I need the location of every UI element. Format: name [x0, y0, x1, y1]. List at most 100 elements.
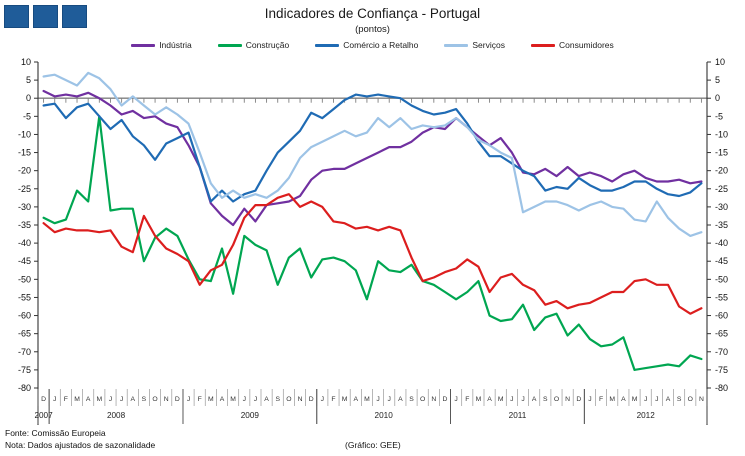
y-tick-label-right: 0	[715, 93, 720, 103]
month-label: M	[609, 396, 615, 403]
month-label: J	[454, 396, 457, 403]
month-label: D	[309, 396, 314, 403]
month-label: N	[298, 396, 303, 403]
month-label: F	[64, 396, 68, 403]
month-label: O	[688, 396, 693, 403]
logo-square	[62, 5, 87, 28]
month-label: F	[331, 396, 335, 403]
y-tick-label-left: -75	[18, 365, 31, 375]
y-tick-label-left: -60	[18, 311, 31, 321]
month-label: N	[699, 396, 704, 403]
month-label: D	[41, 396, 46, 403]
seasonality-note: Nota: Dados ajustados de sazonalidade	[5, 440, 156, 450]
month-label: O	[286, 396, 291, 403]
legend-label: Construção	[245, 40, 290, 50]
y-tick-label-right: -25	[715, 184, 728, 194]
month-label: F	[599, 396, 603, 403]
y-tick-label-right: -55	[715, 292, 728, 302]
month-label: D	[443, 396, 448, 403]
month-label: J	[254, 396, 257, 403]
legend-swatch-industria	[131, 43, 156, 47]
month-label: N	[164, 396, 169, 403]
y-tick-label-left: -40	[18, 238, 31, 248]
month-label: A	[487, 396, 492, 403]
legend-label: Indústria	[159, 40, 192, 50]
logo-square	[33, 5, 58, 28]
legend-item-comercio_retalho[interactable]: Comércio a Retalho	[315, 40, 418, 50]
month-label: D	[175, 396, 180, 403]
month-label: J	[388, 396, 391, 403]
chart-subtitle: (pontos)	[355, 24, 390, 35]
y-tick-label-left: -35	[18, 220, 31, 230]
legend-swatch-construcao	[217, 43, 242, 47]
year-label: 2012	[637, 411, 656, 420]
month-label: M	[208, 396, 214, 403]
legend-item-servicos[interactable]: Serviços	[444, 40, 505, 50]
legend-item-industria[interactable]: Indústria	[131, 40, 192, 50]
y-tick-label-right: -50	[715, 274, 728, 284]
legend-item-construcao[interactable]: Construção	[217, 40, 290, 50]
month-label: M	[364, 396, 370, 403]
month-label: A	[354, 396, 359, 403]
y-tick-label-right: -45	[715, 256, 728, 266]
y-tick-label-left: -70	[18, 347, 31, 357]
y-tick-label-left: -45	[18, 256, 31, 266]
y-tick-label-right: -70	[715, 347, 728, 357]
month-label: S	[677, 396, 682, 403]
month-label: J	[588, 396, 591, 403]
year-label: 2008	[107, 411, 126, 420]
month-label: A	[621, 396, 626, 403]
month-label: A	[131, 396, 136, 403]
y-tick-label-right: -35	[715, 220, 728, 230]
y-tick-label-right: -75	[715, 365, 728, 375]
month-label: A	[532, 396, 537, 403]
series-line-industria	[42, 89, 703, 227]
month-label: S	[543, 396, 548, 403]
year-label: 2007	[34, 411, 53, 420]
month-label: O	[554, 396, 559, 403]
y-tick-label-left: -25	[18, 184, 31, 194]
month-label: S	[275, 396, 280, 403]
y-tick-label-left: -5	[23, 111, 31, 121]
legend-swatch-consumidores	[530, 43, 555, 47]
y-tick-label-right: -5	[715, 111, 723, 121]
month-label: J	[120, 396, 123, 403]
month-label: A	[220, 396, 225, 403]
legend-label: Comércio a Retalho	[343, 40, 419, 50]
month-label: M	[498, 396, 504, 403]
logo-square	[4, 5, 29, 28]
legend-label: Serviços	[472, 40, 505, 50]
month-label: S	[142, 396, 147, 403]
month-label: J	[321, 396, 324, 403]
month-label: A	[264, 396, 269, 403]
y-tick-label-right: 10	[715, 57, 725, 67]
month-label: J	[53, 396, 56, 403]
month-label: O	[152, 396, 157, 403]
source-note: Fonte: Comissão Europeia	[5, 428, 106, 438]
month-label: J	[109, 396, 112, 403]
y-tick-label-right: -80	[715, 383, 728, 393]
legend-swatch-comercio_retalho	[315, 43, 340, 47]
month-label: J	[655, 396, 658, 403]
month-label: M	[230, 396, 236, 403]
year-label: 2011	[509, 411, 527, 420]
month-label: N	[431, 396, 436, 403]
year-label: 2010	[375, 411, 394, 420]
series-line-servicos	[42, 71, 703, 237]
legend-item-consumidores[interactable]: Consumidores	[530, 40, 614, 50]
month-label: A	[86, 396, 91, 403]
month-label: J	[644, 396, 647, 403]
y-tick-label-left: 5	[26, 75, 31, 85]
month-label: M	[632, 396, 638, 403]
y-tick-label-right: -60	[715, 311, 728, 321]
y-tick-label-left: -10	[18, 129, 31, 139]
series-line-comercio_retalho	[42, 93, 703, 203]
month-label: M	[96, 396, 102, 403]
legend-swatch-servicos	[444, 43, 469, 47]
y-tick-label-left: 10	[21, 57, 31, 67]
legend-label: Consumidores	[558, 40, 614, 50]
month-label: J	[376, 396, 379, 403]
series-line-consumidores	[42, 193, 703, 315]
y-tick-label-left: -30	[18, 202, 31, 212]
